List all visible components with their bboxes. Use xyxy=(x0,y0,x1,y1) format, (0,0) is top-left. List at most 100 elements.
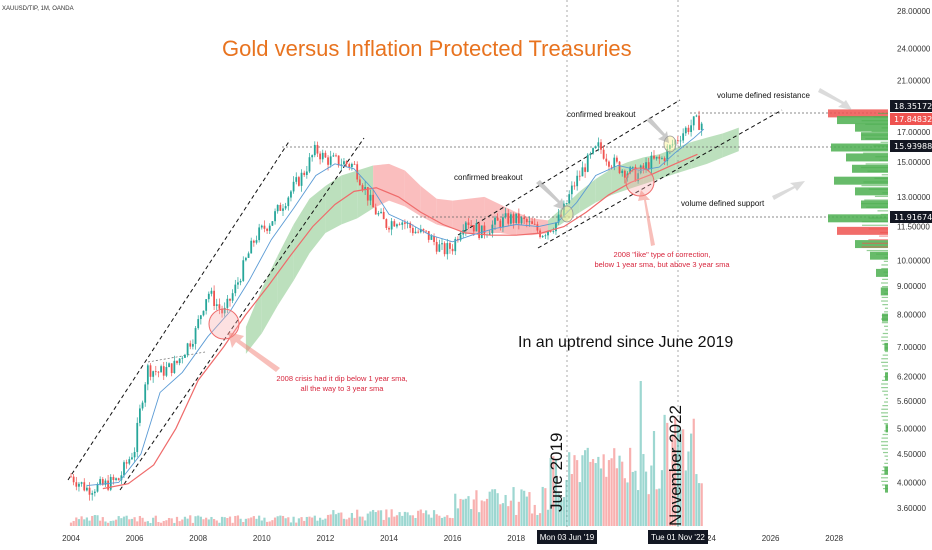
candle-body xyxy=(72,476,75,483)
volume-bar xyxy=(160,522,163,526)
volume-bar xyxy=(136,521,139,526)
cloud-segment xyxy=(532,218,548,236)
volume-profile-fill xyxy=(874,195,888,198)
candle-body xyxy=(268,225,271,231)
candle-body xyxy=(260,225,263,228)
cloud-segment xyxy=(579,178,596,213)
cloud-segment xyxy=(293,198,310,281)
volume-bar xyxy=(485,498,489,526)
volume-bar xyxy=(493,489,497,526)
candle-body xyxy=(139,408,141,423)
candle-body xyxy=(284,206,287,209)
volume-bar xyxy=(605,476,608,526)
cloud-segment xyxy=(373,163,389,209)
candle-body xyxy=(319,153,321,160)
volume-profile-fill xyxy=(881,379,888,381)
candle-body xyxy=(313,144,316,156)
y-tick-label: 28.00000 xyxy=(897,7,931,16)
candle-body xyxy=(234,284,237,294)
volume-profile-fill xyxy=(885,372,888,374)
volume-bar xyxy=(342,518,346,526)
volume-profile-fill xyxy=(868,188,888,190)
volume-profile-fill xyxy=(881,300,888,302)
volume-bar xyxy=(568,452,571,526)
volume-bar xyxy=(377,510,380,526)
volume-profile-fill xyxy=(881,365,888,367)
candle-body xyxy=(637,173,639,182)
volume-profile-fill xyxy=(881,473,888,475)
candle-body xyxy=(438,244,441,252)
volume-profile-fill xyxy=(882,354,888,356)
volume-bar xyxy=(544,488,547,526)
candle-body xyxy=(608,161,610,167)
candle-body xyxy=(205,299,208,311)
volume-bar xyxy=(618,455,621,526)
volume-profile-fill xyxy=(871,130,888,133)
volume-bar xyxy=(364,520,367,526)
candle-body xyxy=(419,228,422,233)
candle-body xyxy=(478,223,480,239)
channel-upper-1 xyxy=(67,139,291,481)
candle-body xyxy=(631,166,634,168)
candle-body xyxy=(570,185,573,195)
volume-bar xyxy=(679,429,682,526)
volume-profile-fill xyxy=(873,145,888,147)
volume-bar xyxy=(72,520,75,526)
volume-bar xyxy=(353,517,356,526)
vertical-label-november-2022: November 2022 xyxy=(666,405,685,526)
candle-body xyxy=(358,179,361,186)
candle-body xyxy=(207,293,210,300)
candle-body xyxy=(464,222,467,231)
volume-bar xyxy=(125,515,128,526)
volume-bar xyxy=(562,497,565,526)
cloud-segment xyxy=(691,137,707,169)
cloud-segment xyxy=(548,206,564,234)
candle-body xyxy=(327,157,329,165)
candle-body xyxy=(305,171,308,175)
volume-bar xyxy=(326,514,330,526)
candle-body xyxy=(255,240,258,243)
volume-bar xyxy=(403,511,406,526)
candle-body xyxy=(181,357,184,359)
volume-bar xyxy=(104,521,107,526)
volume-profile-fill xyxy=(881,469,888,472)
volume-bar xyxy=(157,522,160,526)
volume-bar xyxy=(213,519,216,526)
volume-profile-bar xyxy=(828,109,888,118)
y-tick-label: 3.60000 xyxy=(897,504,926,513)
volume-bar xyxy=(276,516,279,526)
volume-profile-fill xyxy=(881,477,888,479)
volume-bar xyxy=(130,518,134,526)
volume-profile-bar xyxy=(831,143,888,152)
candle-body xyxy=(385,219,388,228)
volume-profile-fill xyxy=(881,358,888,360)
date-badge-june-2019: Mon 03 Jun '19 xyxy=(537,530,597,544)
volume-bar xyxy=(366,513,369,526)
candle-body xyxy=(70,476,72,478)
volume-bar xyxy=(573,455,576,526)
volume-bar xyxy=(454,493,457,526)
cloud-segment xyxy=(595,168,612,203)
candle-body xyxy=(515,213,518,223)
volume-profile-bar xyxy=(846,153,888,162)
y-tick-label: 24.00000 xyxy=(897,44,931,53)
breakout-circle-1 xyxy=(560,205,574,223)
candle-body xyxy=(91,493,94,495)
volume-bar xyxy=(292,516,295,526)
candle-body xyxy=(470,224,473,226)
volume-bar xyxy=(112,520,115,526)
cloud-segment xyxy=(404,170,421,217)
volume-bar xyxy=(589,461,592,526)
level-2006 xyxy=(147,351,206,363)
volume-bar xyxy=(236,515,240,526)
volume-bar xyxy=(138,515,141,526)
volume-bar xyxy=(700,483,703,526)
candle-body xyxy=(666,148,669,162)
y-tick-label: 8.00000 xyxy=(897,311,926,320)
candle-body xyxy=(192,343,194,347)
volume-bar xyxy=(273,517,277,526)
volume-bar xyxy=(128,519,131,526)
volume-bar xyxy=(435,514,438,526)
volume-bar xyxy=(99,520,102,526)
